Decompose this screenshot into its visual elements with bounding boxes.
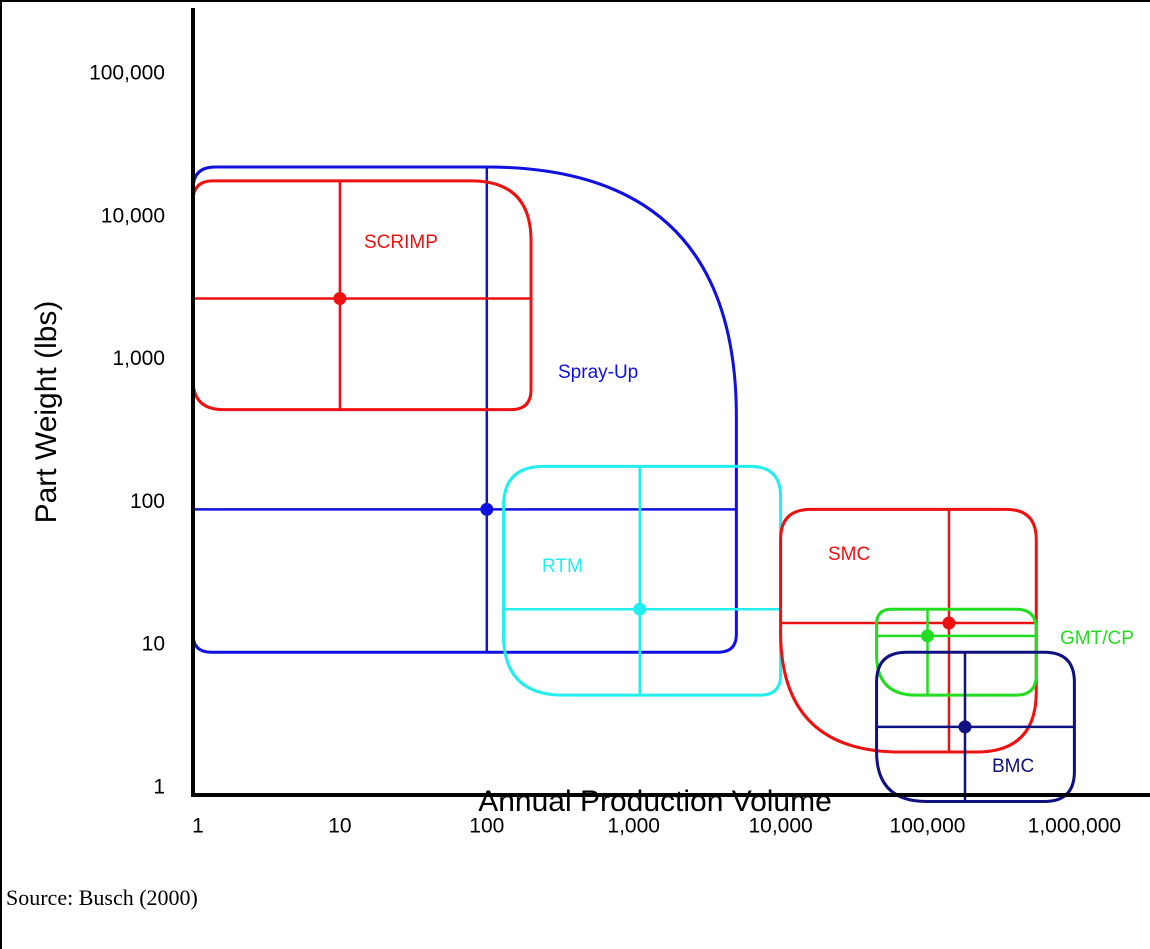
center-point-rtm	[633, 602, 647, 616]
region-rtm	[502, 464, 783, 697]
series-label-spray-up: Spray-Up	[558, 362, 638, 383]
x-tick-label: 1,000	[607, 815, 660, 838]
y-tick-label: 10,000	[101, 204, 165, 227]
series-label-smc: SMC	[828, 544, 870, 565]
region-smc	[779, 507, 1038, 754]
series-label-rtm: RTM	[542, 556, 583, 577]
series-label-gmt-cp: GMT/CP	[1060, 628, 1134, 649]
region-outline-bmc	[875, 650, 1076, 804]
region-outline-smc	[779, 507, 1038, 754]
y-axis-title: Part Weight (lbs)	[30, 301, 63, 524]
series-label-bmc: BMC	[992, 756, 1034, 777]
series-label-scrimp: SCRIMP	[364, 232, 438, 253]
x-tick-label: 1	[192, 815, 204, 838]
x-tick-label: 1,000,000	[1028, 815, 1121, 838]
region-outline-rtm	[502, 464, 783, 697]
center-point-smc	[942, 616, 956, 630]
region-bmc	[875, 650, 1076, 804]
y-tick-label: 100	[130, 490, 165, 513]
center-point-bmc	[958, 720, 972, 734]
x-tick-label: 100	[469, 815, 504, 838]
y-tick-label: 1	[153, 776, 165, 799]
center-point-spray-up	[480, 502, 494, 516]
source-note: Source: Busch (2000)	[6, 885, 198, 910]
region-scrimp	[191, 179, 533, 412]
y-tick-label: 10	[142, 633, 165, 656]
region-outline-scrimp	[191, 179, 533, 412]
region-outline-gmt-cp	[875, 607, 1038, 697]
x-tick-label: 10,000	[748, 815, 812, 838]
x-tick-label: 10	[328, 815, 351, 838]
y-tick-label: 100,000	[89, 62, 165, 85]
y-tick-label: 1,000	[112, 347, 165, 370]
x-axis-title: Annual Production Volume	[478, 785, 832, 818]
x-tick-label: 100,000	[890, 815, 966, 838]
center-point-scrimp	[333, 291, 347, 305]
center-point-gmt-cp	[921, 629, 934, 643]
